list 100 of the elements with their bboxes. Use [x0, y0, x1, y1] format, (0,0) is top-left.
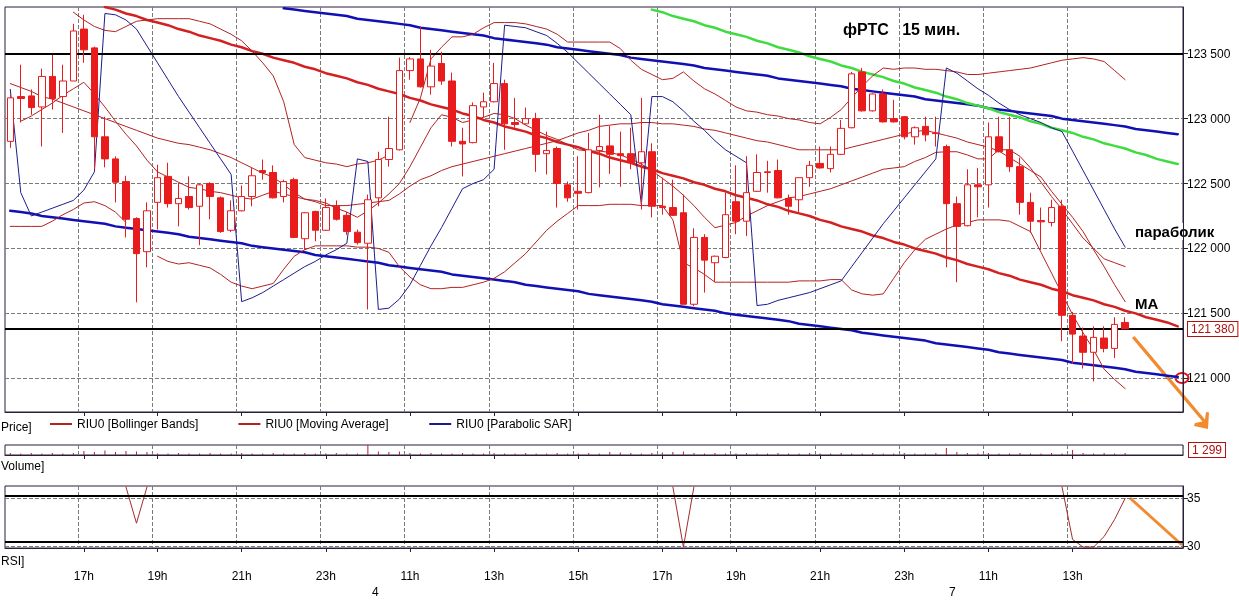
candlestick [38, 68, 46, 148]
candlestick [1121, 316, 1129, 330]
text: фРТС 15 мин. [843, 20, 961, 38]
x-tick-label: 21h [810, 569, 831, 583]
candlestick [406, 56, 414, 81]
candlestick [1079, 327, 1087, 370]
candlestick [1100, 325, 1108, 353]
candlestick [385, 116, 393, 168]
x-axis-title: RSI] [1, 554, 25, 568]
candlestick [343, 211, 351, 236]
candlestick [227, 199, 235, 233]
candlestick [764, 160, 771, 194]
candlestick [785, 194, 792, 216]
candlestick [80, 14, 88, 64]
candlestick [837, 119, 845, 156]
x-tick-label: 13h [1062, 569, 1083, 583]
line-series [282, 7, 1179, 136]
candlestick [59, 64, 67, 134]
candlestick [217, 196, 224, 234]
annotation: MA [1135, 295, 1159, 312]
legend-label: RIU0 [Bollinger Bands] [77, 417, 199, 431]
candlestick [143, 201, 151, 268]
candlestick [701, 233, 708, 294]
legend-label: RIU0 [Moving Average] [265, 417, 389, 431]
candlestick [259, 159, 266, 181]
candlestick [932, 116, 940, 148]
candlestick [1027, 192, 1034, 234]
candlestick [333, 199, 340, 222]
y-tick-label: 35 [1187, 491, 1201, 506]
candlestick [133, 216, 140, 303]
candlestick [964, 168, 971, 227]
candlestick [659, 177, 666, 216]
candlestick [532, 112, 540, 173]
candlestick [743, 155, 750, 237]
candlestick [995, 116, 1003, 153]
candlestick [438, 51, 445, 86]
candlestick [185, 175, 193, 210]
candlestick [1016, 157, 1024, 216]
candlestick [596, 114, 603, 188]
candlestick [301, 211, 309, 251]
candlestick [91, 46, 98, 170]
x-tick-label: 21h [231, 569, 252, 583]
candlestick [711, 255, 719, 283]
candlestick [248, 166, 256, 207]
x-tick-label: 11h [400, 569, 420, 583]
candlestick [7, 94, 14, 149]
candlestick [459, 127, 466, 177]
text: 1 299 [1192, 443, 1223, 457]
candlestick [648, 142, 656, 218]
candlestick [164, 162, 172, 209]
candlestick [427, 49, 435, 96]
candlestick [375, 151, 382, 207]
text: 4 [372, 585, 379, 599]
candlestick [795, 177, 803, 214]
candlestick [417, 25, 424, 88]
candlestick [101, 116, 109, 168]
candlestick [396, 57, 403, 151]
candlestick [543, 131, 550, 175]
candlestick [511, 97, 519, 129]
candlestick [806, 160, 813, 188]
candlestick [280, 179, 287, 203]
candlestick [28, 88, 35, 116]
candlestick [617, 131, 624, 188]
candlestick [70, 23, 77, 82]
candlestick [901, 115, 908, 140]
candlestick [290, 177, 298, 239]
candlestick [1090, 325, 1097, 382]
y-tick-label: 121 500 [1187, 306, 1231, 321]
candlestick [49, 54, 56, 111]
candlestick [680, 194, 687, 305]
ref-line-label: 121 380 [1191, 321, 1235, 336]
candlestick [1048, 199, 1055, 227]
candlestick [1037, 207, 1045, 251]
candlestick [732, 164, 740, 235]
candlestick [448, 72, 456, 148]
candlestick [1058, 199, 1066, 342]
line-series [9, 83, 1126, 303]
y-tick-label: 123 000 [1187, 111, 1231, 126]
candlestick [890, 99, 898, 124]
candlestick [974, 167, 982, 218]
x-tick-label: 17h [73, 569, 94, 583]
y-tick-label: 122 000 [1187, 241, 1231, 256]
candlestick [522, 107, 529, 125]
line-series [650, 8, 1179, 166]
x-tick-label: 15h [568, 569, 589, 583]
candlestick [943, 144, 950, 268]
candlestick [196, 183, 203, 246]
x-tick-label: 19h [147, 569, 168, 583]
candlestick [606, 125, 614, 175]
candlestick [638, 97, 645, 210]
candlestick [848, 71, 855, 129]
candlestick [827, 146, 834, 173]
x-tick-label: 23h [315, 569, 336, 583]
candlestick [1006, 116, 1013, 173]
x-tick-label: 23h [894, 569, 915, 583]
candlestick [175, 182, 182, 227]
candlestick [911, 125, 919, 146]
candlestick [553, 146, 561, 209]
text: 7 [949, 585, 956, 599]
candlestick [690, 227, 698, 307]
